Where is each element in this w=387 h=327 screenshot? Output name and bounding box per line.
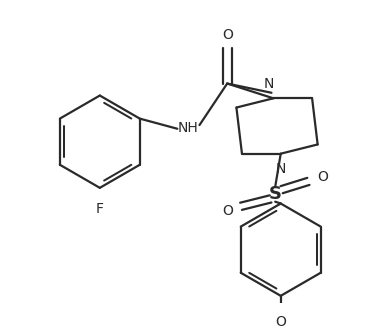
Text: N: N bbox=[276, 163, 286, 176]
Text: N: N bbox=[264, 77, 274, 92]
Text: NH: NH bbox=[178, 121, 199, 135]
Text: O: O bbox=[317, 170, 328, 184]
Text: O: O bbox=[275, 315, 286, 327]
Text: O: O bbox=[222, 204, 233, 218]
Text: F: F bbox=[96, 202, 104, 216]
Text: O: O bbox=[222, 27, 233, 42]
Text: S: S bbox=[269, 185, 282, 203]
